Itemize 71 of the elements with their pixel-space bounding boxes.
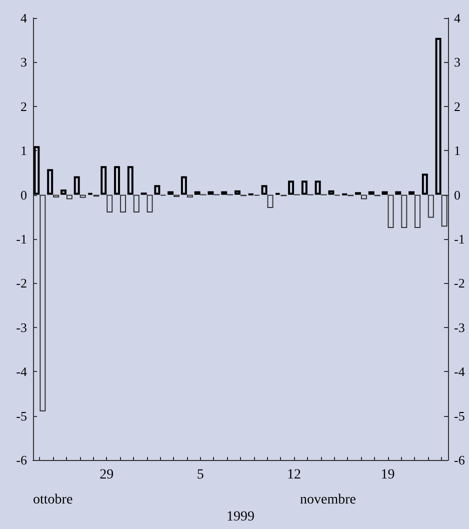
bar — [221, 191, 228, 195]
y-tick-label: -1 — [16, 232, 27, 246]
bar — [408, 191, 415, 195]
bar — [47, 169, 54, 195]
bar — [186, 194, 193, 198]
y2-tick-label: -6 — [454, 452, 466, 468]
x-tick-label: 12 — [287, 468, 302, 482]
x-axis-title: 1999 — [226, 510, 254, 524]
bar — [368, 191, 374, 195]
y-tick-label: -5 — [16, 408, 27, 424]
bar — [401, 194, 408, 228]
bar — [34, 146, 40, 195]
bar — [395, 191, 402, 195]
bar — [288, 180, 294, 195]
y-tick-label: 2 — [20, 98, 27, 114]
bar — [208, 191, 214, 195]
bar — [174, 194, 180, 198]
bar — [382, 191, 388, 195]
bar — [234, 190, 240, 195]
bar — [53, 194, 60, 198]
bar — [261, 185, 268, 195]
bar — [428, 194, 434, 218]
text: ottobre — [33, 492, 73, 508]
bar — [146, 194, 153, 212]
bar — [127, 166, 134, 195]
bar — [388, 194, 394, 228]
x-tick-label: 29 — [100, 468, 114, 482]
x-tick-label: 19 — [380, 468, 395, 482]
bar — [66, 194, 72, 200]
bar — [80, 194, 86, 198]
y2-tick-label: 1 — [454, 143, 460, 158]
y-tick-label: 4 — [20, 10, 28, 26]
y-tick-label: -4 — [16, 364, 28, 380]
y2-tick-label: 3 — [454, 54, 460, 70]
y2-tick-label: 4 — [454, 10, 461, 26]
bar — [422, 174, 428, 195]
bar — [60, 189, 66, 195]
y-tick-label: -2 — [16, 276, 27, 291]
y2-tick-label: 0 — [454, 187, 460, 202]
bar — [180, 176, 187, 195]
y-tick-label: 3 — [20, 54, 27, 70]
y2-tick-label: 2 — [454, 98, 460, 114]
y2-tick-label: -4 — [454, 364, 466, 380]
y-tick-label: -6 — [16, 452, 28, 468]
bar — [168, 191, 174, 195]
y2-tick-label: -2 — [454, 276, 465, 291]
bar — [328, 190, 334, 195]
bar — [120, 194, 126, 212]
bar — [435, 38, 442, 195]
bar — [267, 194, 274, 208]
bar — [314, 180, 321, 195]
y-tick-label: 1 — [20, 143, 27, 158]
bar — [74, 176, 80, 195]
bar — [354, 192, 361, 195]
x-tick-label: 5 — [196, 468, 204, 482]
bar — [133, 194, 140, 212]
bar — [360, 194, 367, 200]
bar — [414, 194, 421, 228]
y2-tick-label: -5 — [454, 408, 465, 424]
bar — [100, 166, 107, 195]
bar — [154, 185, 160, 195]
y-tick-label: -3 — [16, 320, 27, 335]
bar — [106, 194, 113, 212]
y2-tick-label: -3 — [454, 320, 465, 335]
y-tick-label: 0 — [20, 187, 27, 202]
text: novembre — [300, 492, 356, 508]
bar — [194, 191, 200, 195]
y2-tick-label: -1 — [454, 232, 465, 246]
bar — [40, 194, 46, 412]
bar — [114, 166, 120, 195]
bar — [301, 180, 308, 195]
